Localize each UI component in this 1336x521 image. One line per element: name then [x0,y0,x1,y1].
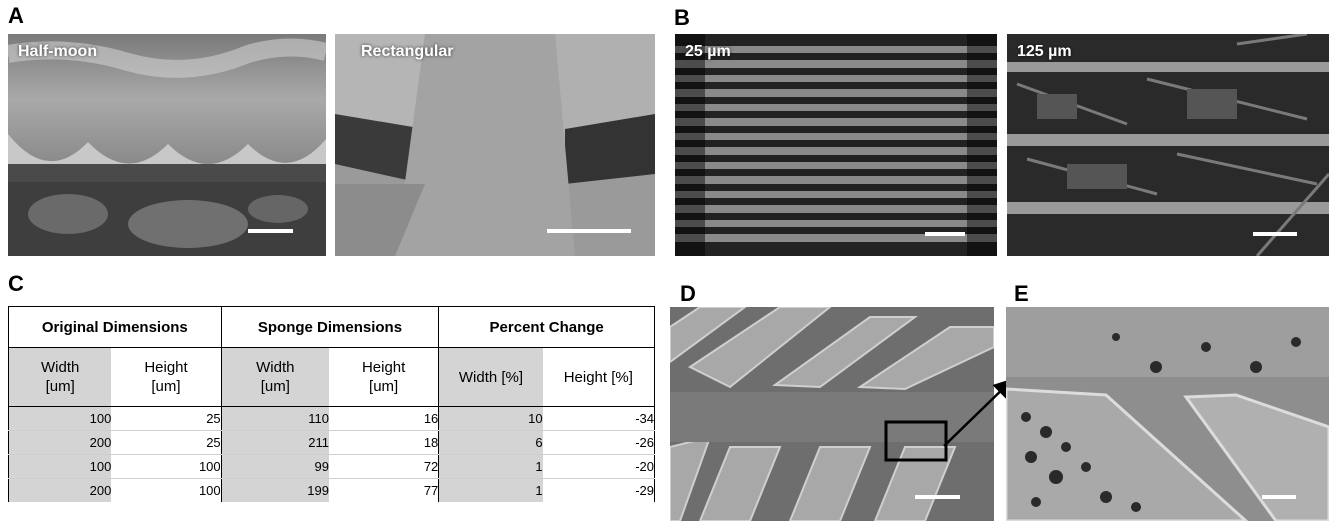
table-cell: 25 [111,430,222,455]
group-header-sponge: Sponge Dimensions [220,306,439,348]
image-label-125um: 125 µm [1017,43,1072,60]
group-header-original: Original Dimensions [8,306,222,348]
table-row: 100 100 99 72 1 -20 [8,454,655,479]
sub-header-height: Height [um] [328,347,439,407]
panel-label-d: D [680,281,696,306]
table-cell: 6 [438,430,543,455]
sem-image-125um: 125 µm [1007,34,1329,256]
table-cell: 1 [438,478,543,502]
sub-header-height-percent: Height [%] [542,347,655,407]
table-cell: 1 [438,454,543,479]
table-cell: 100 [198,483,221,498]
sub-header-width: Width [um] [220,347,329,407]
scale-bar [915,495,960,499]
table-cell: 200 [8,478,112,502]
sub-header-height: Height [um] [111,347,222,407]
sem-image-half-moon: Half-moon [8,34,326,256]
scale-bar [925,232,965,236]
sub-header-width: Width [um] [8,347,112,407]
table-group-header-row: Original Dimensions Sponge Dimensions Pe… [8,306,655,348]
group-header-percent: Percent Change [438,306,655,348]
table-cell: 72 [328,454,439,479]
table-cell: 10 [438,406,543,431]
panel-label-b: B [674,5,690,30]
table-cell: 200 [8,430,112,455]
table-cell: 100 [111,454,222,479]
image-label-rectangular: Rectangular [361,43,454,60]
table-row: 100 25 110 16 10 -34 [8,406,655,431]
table-cell: -29 [542,478,655,502]
sem-image-rectangular: Rectangular [335,34,655,256]
sem-image-panel-e [1006,307,1329,521]
table-cell: 211 [220,430,329,455]
sub-header-width-percent: Width [%] [438,347,543,407]
table-cell: 100 [8,454,112,479]
scale-bar [1253,232,1297,236]
table-cell: 77 [423,483,439,498]
table-cell: 100 [8,406,112,431]
image-label-half-moon: Half-moon [18,43,98,60]
table-cell: 110 [220,406,329,431]
table-cell: -20 [542,454,655,479]
table-sub-header-row: Width [um] Height [um] Width [um] Height [um… [8,347,655,407]
sem-image-panel-d [670,307,994,521]
panel-label-c: C [8,271,24,296]
zoom-arrow [943,378,1014,447]
panel-label-a: A [8,3,24,28]
table-cell: -34 [542,406,655,431]
table-cell: 199 [220,478,329,502]
table-cell: 25 [111,406,222,431]
scale-bar [1262,495,1296,499]
dimensions-table: Original Dimensions Sponge Dimensions Pe… [8,306,655,502]
table-cell: -26 [542,430,655,455]
table-cell: 99 [220,454,329,479]
table-row: 200 25 211 18 6 -26 [8,430,655,455]
table-cell: 16 [328,406,439,431]
table-cell: 18 [328,430,439,455]
image-label-25um: 25 µm [685,43,731,60]
scale-bar [547,229,631,233]
scale-bar [248,229,293,233]
sem-image-25um: 25 µm [675,34,997,256]
panel-label-e: E [1014,281,1029,306]
table-row: 200 100 199 77 1 -29 [8,478,655,502]
